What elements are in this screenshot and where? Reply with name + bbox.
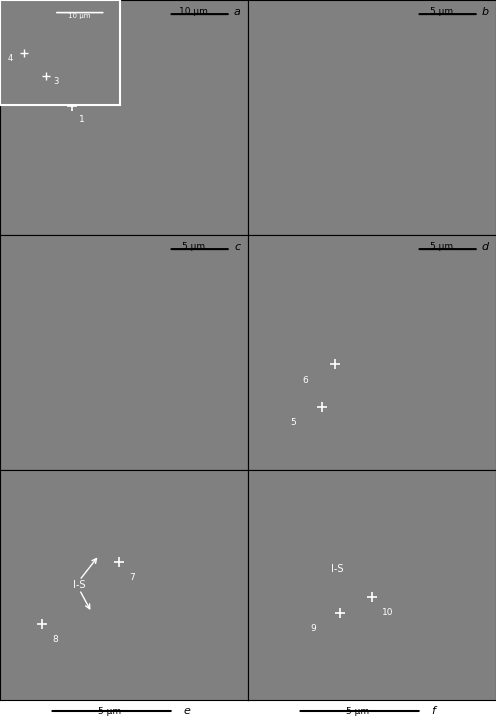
Text: 5 μm: 5 μm	[430, 7, 453, 16]
Text: d: d	[482, 242, 489, 252]
Text: 10: 10	[382, 608, 393, 617]
Text: 8: 8	[52, 635, 58, 645]
Text: 4: 4	[7, 54, 12, 63]
Text: 6: 6	[303, 376, 309, 385]
Text: 5 μm: 5 μm	[346, 707, 369, 716]
Text: 7: 7	[129, 573, 135, 583]
Text: 5 μm: 5 μm	[98, 707, 121, 716]
Text: 10 μm: 10 μm	[68, 13, 90, 19]
Text: 2: 2	[52, 92, 58, 100]
Text: I-S: I-S	[73, 580, 86, 590]
Text: e: e	[184, 706, 190, 716]
Text: b: b	[482, 7, 489, 17]
Text: c: c	[235, 242, 241, 252]
Text: 10 μm: 10 μm	[179, 7, 208, 16]
Text: a: a	[234, 7, 241, 17]
Text: 5: 5	[290, 418, 296, 427]
Text: 3: 3	[53, 77, 58, 86]
Text: I-S: I-S	[331, 564, 344, 574]
Text: f: f	[432, 706, 435, 716]
Text: 9: 9	[310, 624, 316, 633]
Text: 1: 1	[79, 116, 85, 124]
Text: 5 μm: 5 μm	[182, 242, 205, 251]
Text: 5 μm: 5 μm	[430, 242, 453, 251]
